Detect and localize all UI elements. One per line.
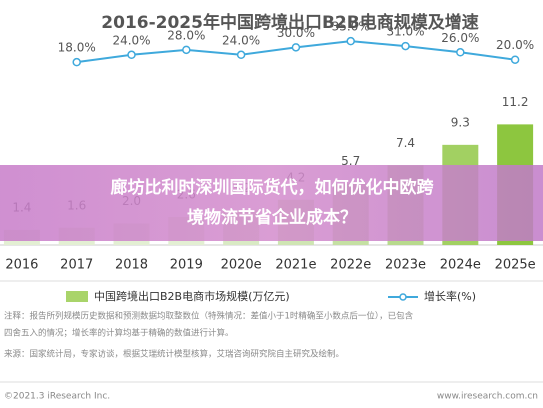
x-tick-label: 2020e bbox=[221, 258, 262, 273]
data-label: 11.2 bbox=[502, 95, 529, 109]
note: 四舍五入的情况；增长率的计算均基于精确的数值进行计算。 bbox=[4, 328, 234, 339]
point bbox=[456, 48, 465, 57]
point bbox=[401, 41, 410, 51]
data-label: 26.0% bbox=[441, 31, 479, 45]
data-label: 7.4 bbox=[396, 136, 415, 150]
banner-text: 廊坊比利时深圳国际货代，如何优化中欧跨 bbox=[111, 177, 435, 198]
data-label: 31.0% bbox=[386, 25, 424, 39]
data-label: 28.0% bbox=[167, 28, 205, 42]
data-label: 24.0% bbox=[112, 33, 150, 47]
x-tick-label: 2017 bbox=[60, 258, 93, 273]
x-tick-label: 2016 bbox=[5, 258, 38, 273]
banner-text: 境物流节省企业成本？ bbox=[187, 207, 357, 228]
x-tick-label: 2024e bbox=[440, 258, 481, 273]
x-tick-label: 2018 bbox=[115, 258, 148, 273]
legend-label: 中国跨境出口B2B电商市场规模(万亿元) bbox=[94, 289, 290, 303]
legend-label: 增长率(%) bbox=[424, 289, 476, 303]
x-tick-label: 2019 bbox=[170, 258, 203, 273]
data-label: 9.3 bbox=[451, 115, 470, 129]
x-tick-label: 2025e bbox=[495, 258, 536, 273]
note: 来源：国家统计局，专家访谈，根据艾瑞统计模型核算，艾瑞咨询研究院自主研究及绘制。 bbox=[4, 349, 344, 360]
legend-swatch bbox=[399, 293, 407, 301]
data-label: 24.0% bbox=[222, 33, 260, 47]
x-tick-label: 2023e bbox=[385, 258, 426, 273]
legend-swatch bbox=[66, 291, 88, 302]
data-label: 20.0% bbox=[496, 38, 534, 52]
x-tick-label: 2022e bbox=[330, 258, 371, 273]
data-label: 30.0% bbox=[277, 26, 315, 40]
point bbox=[346, 36, 355, 46]
point bbox=[291, 43, 301, 52]
banner bbox=[0, 165, 543, 241]
point bbox=[182, 45, 191, 55]
x-tick-label: 2021e bbox=[275, 258, 316, 273]
data-label: 35.0% bbox=[332, 20, 370, 34]
point bbox=[72, 57, 81, 67]
chart-title: 2016-2025年中国跨境出口B2B电商规模及增速 bbox=[101, 12, 478, 33]
data-label: 5.7 bbox=[341, 154, 360, 168]
point bbox=[510, 55, 520, 64]
point bbox=[236, 50, 246, 60]
copyright: ©2021.3 iResearch Inc. bbox=[4, 392, 110, 402]
data-label: 18.0% bbox=[58, 41, 96, 55]
point bbox=[127, 50, 136, 60]
overlay-banner: 廊坊比利时深圳国际货代，如何优化中欧跨 境物流节省企业成本？ bbox=[0, 165, 543, 241]
note: 注释：报告所列规模历史数据和预测数据均取整数位（特殊情况：差值小于1时精确至小数… bbox=[4, 311, 414, 322]
website: www.iresearch.com.cn bbox=[437, 392, 538, 402]
